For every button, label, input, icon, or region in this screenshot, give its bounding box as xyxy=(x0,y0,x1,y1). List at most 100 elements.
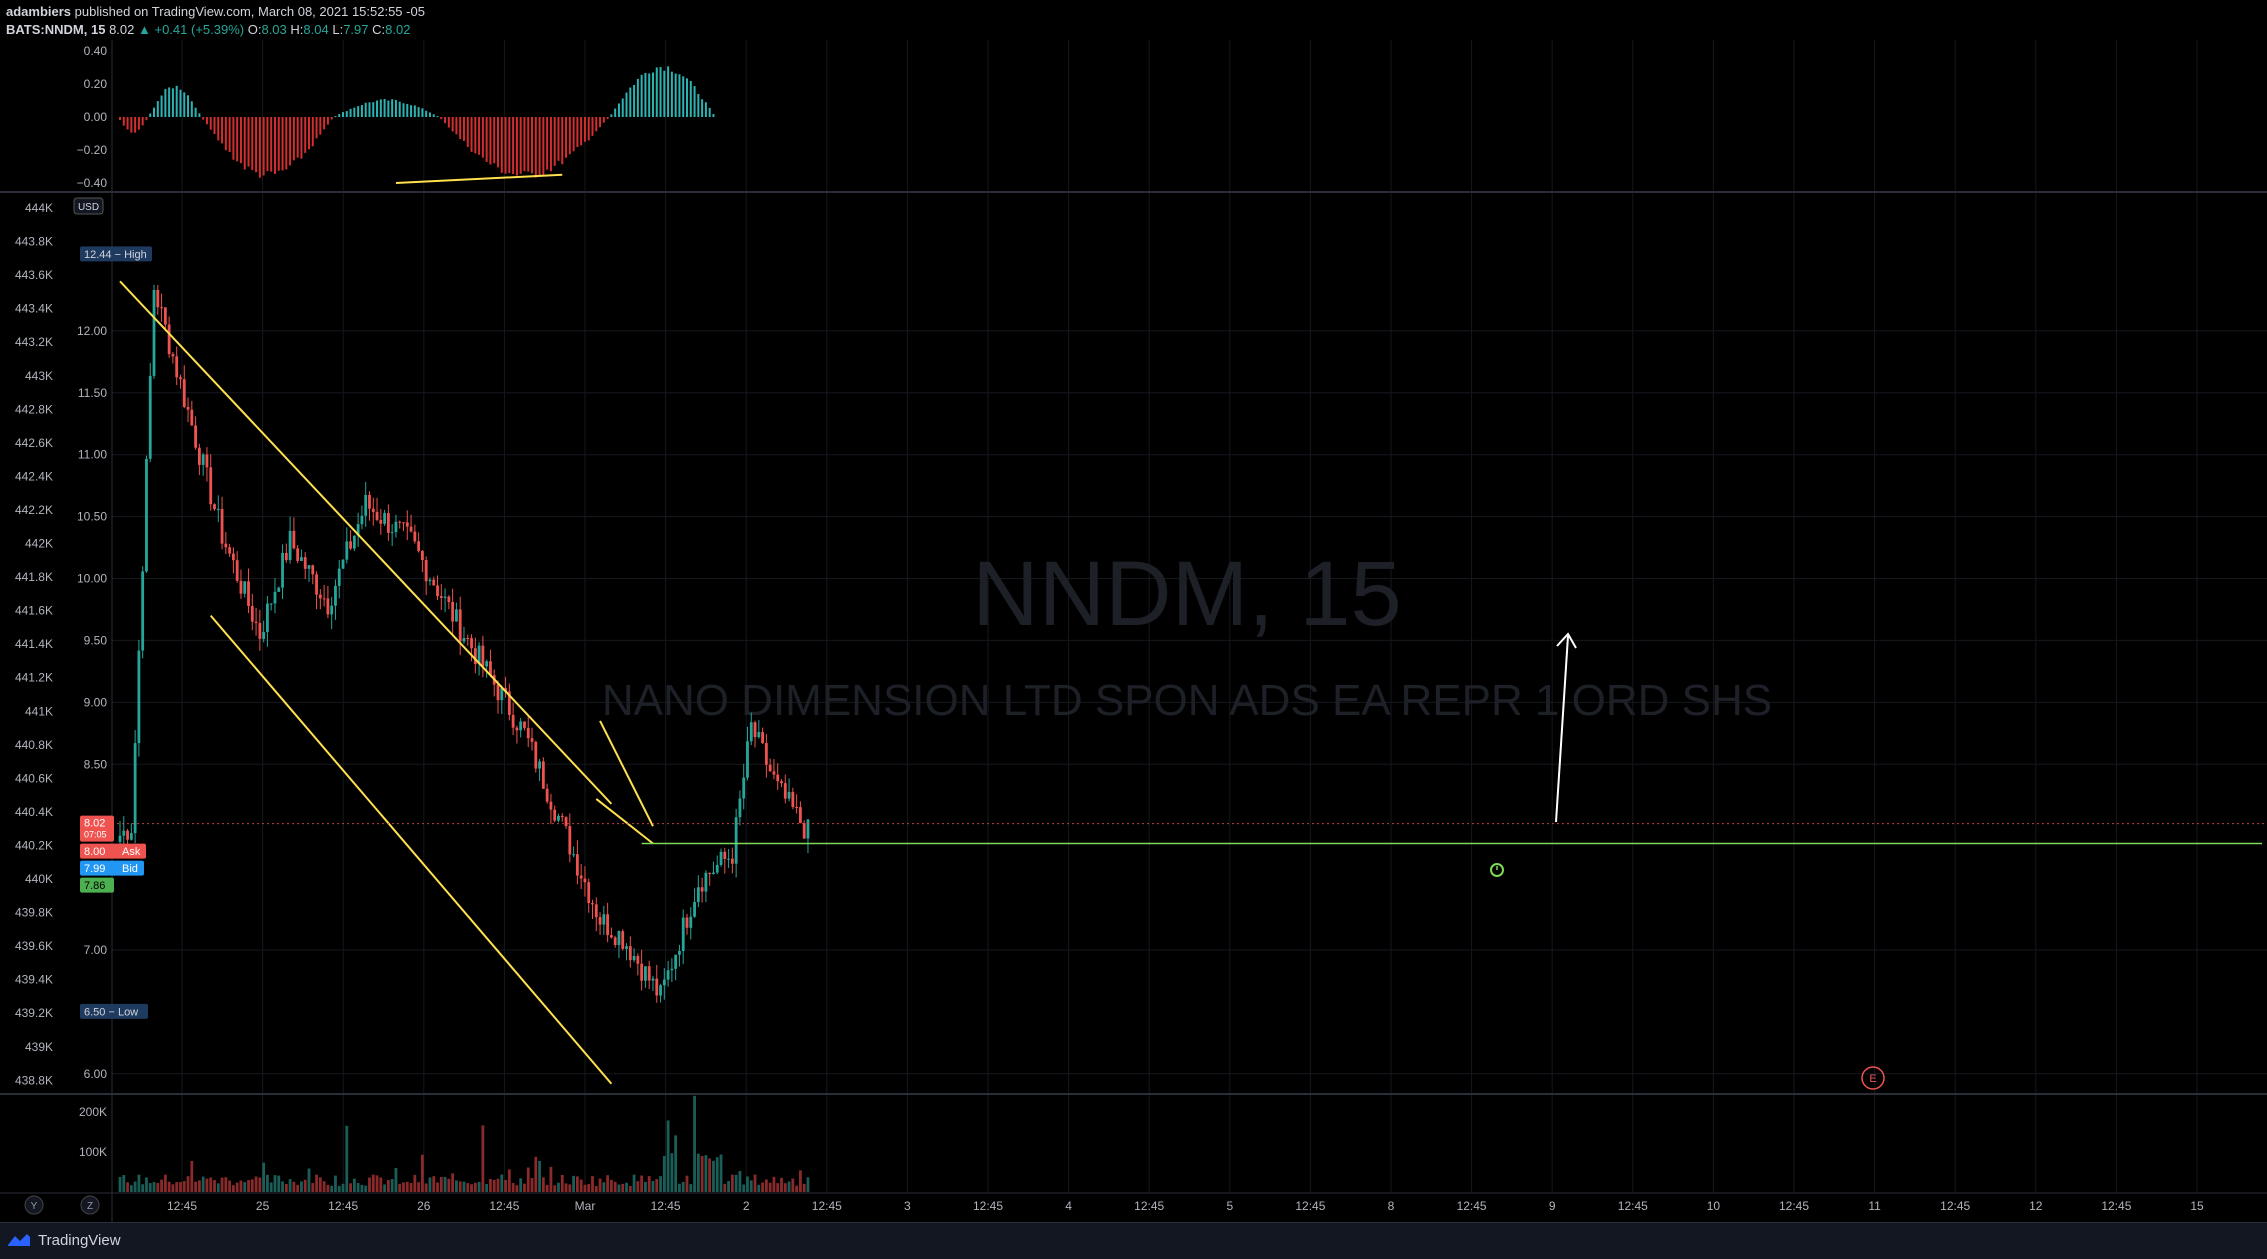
arrow-shaft[interactable] xyxy=(1555,635,1569,823)
trendline-channel-top[interactable] xyxy=(119,280,613,805)
chart-area[interactable]: NNDM, 15 NANO DIMENSION LTD SPON ADS EA … xyxy=(0,40,2267,1222)
alarm-icon[interactable] xyxy=(1490,863,1504,877)
arrow-head[interactable] xyxy=(1556,632,1577,649)
volume-bar xyxy=(727,1181,730,1192)
volume-bar xyxy=(141,1184,145,1192)
volume-bar xyxy=(470,1184,473,1192)
oscillator-bar xyxy=(712,114,715,117)
candle-body xyxy=(284,552,288,561)
volume-bar xyxy=(194,1181,197,1192)
candle-body xyxy=(394,521,398,533)
candle-body xyxy=(621,931,625,949)
secondary-tick-label: 439K xyxy=(25,1040,53,1054)
candle-body xyxy=(247,581,250,606)
earnings-circle[interactable] xyxy=(1861,1066,1885,1090)
candle-body xyxy=(228,547,232,554)
y-axis-button[interactable] xyxy=(24,1195,44,1215)
volume-bar xyxy=(133,1181,137,1192)
oscillator-bar xyxy=(508,117,511,174)
volume-bar xyxy=(791,1178,795,1192)
oscillator-bar xyxy=(417,107,420,117)
volume-bar xyxy=(300,1181,303,1192)
volume-bar xyxy=(318,1177,322,1192)
trendline-osc-divergence[interactable] xyxy=(395,173,563,185)
candle-body xyxy=(148,375,152,459)
oscillator-bar xyxy=(255,117,258,173)
candle-body xyxy=(545,788,549,802)
volume-bar xyxy=(802,1183,806,1192)
candle-body xyxy=(704,872,708,892)
last-price: 8.02 xyxy=(109,22,135,37)
volume-bar xyxy=(239,1180,243,1192)
volume-bar xyxy=(504,1179,507,1192)
candle-body xyxy=(455,609,458,622)
earnings-marker[interactable]: E xyxy=(1861,1066,1885,1090)
oscillator-bar xyxy=(686,78,688,117)
trendline-wedge-top[interactable] xyxy=(599,720,654,827)
time-tick-label: 10 xyxy=(1707,1199,1721,1213)
z-axis-button[interactable] xyxy=(80,1195,100,1215)
candle-body xyxy=(432,579,436,586)
axis-buttons[interactable]: Y Z xyxy=(24,1195,100,1215)
candle-body xyxy=(330,605,334,615)
volume-bar xyxy=(371,1174,375,1192)
candle-body xyxy=(776,774,780,782)
volume-bar xyxy=(678,1183,681,1192)
alarm-clock-face[interactable] xyxy=(1490,863,1504,877)
oscillator-bar xyxy=(179,89,182,117)
candle-body xyxy=(666,970,670,980)
volume-bar xyxy=(269,1182,273,1192)
candle-body xyxy=(523,721,526,728)
oscillator-bar xyxy=(689,80,692,117)
candle-body xyxy=(575,854,579,876)
volume-bar xyxy=(232,1185,235,1192)
oscillator-bar xyxy=(614,108,617,117)
candle-body xyxy=(439,596,443,598)
price-tick-label: 9.00 xyxy=(84,695,108,709)
tradingview-logo[interactable]: TradingView xyxy=(6,1231,121,1249)
candle-body xyxy=(356,524,360,536)
volume-bar xyxy=(160,1179,163,1192)
oscillator-bar xyxy=(160,95,163,117)
volume-bar xyxy=(447,1178,451,1192)
time-tick-label: 15 xyxy=(2190,1199,2204,1213)
symbol-label[interactable]: BATS:NNDM, 15 xyxy=(6,22,106,37)
oscillator-bar xyxy=(489,117,492,165)
oscillator-bar xyxy=(459,117,462,140)
candle-body xyxy=(632,956,636,961)
price-chart[interactable]: NNDM, 15 NANO DIMENSION LTD SPON ADS EA … xyxy=(0,40,2267,1222)
trendline-channel-bottom[interactable] xyxy=(209,615,613,1085)
volume-bar xyxy=(288,1179,292,1192)
candle-body xyxy=(360,515,364,525)
candle-body xyxy=(802,823,806,839)
volume-bar xyxy=(197,1180,201,1192)
candle-body xyxy=(768,764,772,772)
candle-body xyxy=(534,741,538,769)
oscillator-bar xyxy=(655,67,658,117)
candle-body xyxy=(390,532,394,534)
oscillator-bar xyxy=(198,113,201,117)
candle-body xyxy=(318,594,322,599)
breakout-arrow[interactable] xyxy=(1555,632,1577,823)
oscillator-bar xyxy=(323,117,326,130)
volume-bar xyxy=(557,1182,560,1192)
trendlines[interactable] xyxy=(119,173,2262,1085)
volume-tick-label: 100K xyxy=(79,1145,107,1159)
volume-bar xyxy=(118,1176,122,1192)
candle-body xyxy=(477,645,481,664)
candle-body xyxy=(636,956,640,964)
author-name[interactable]: adambiers xyxy=(6,4,72,19)
volume-bar xyxy=(647,1176,651,1192)
volume-bar xyxy=(345,1125,349,1192)
currency-badge[interactable] xyxy=(73,197,104,215)
oscillator-bar xyxy=(239,117,242,164)
candle-body xyxy=(258,623,262,639)
oscillator-bar xyxy=(304,117,307,153)
secondary-tick-label: 440.2K xyxy=(15,838,53,852)
time-tick-label: 12:45 xyxy=(812,1199,842,1213)
z-axis-button-label: Z xyxy=(87,1201,93,1212)
trendline-wedge-bottom[interactable] xyxy=(595,798,654,845)
volume-bar xyxy=(341,1183,345,1192)
volume-bar xyxy=(799,1170,802,1192)
candle-body xyxy=(507,691,511,715)
